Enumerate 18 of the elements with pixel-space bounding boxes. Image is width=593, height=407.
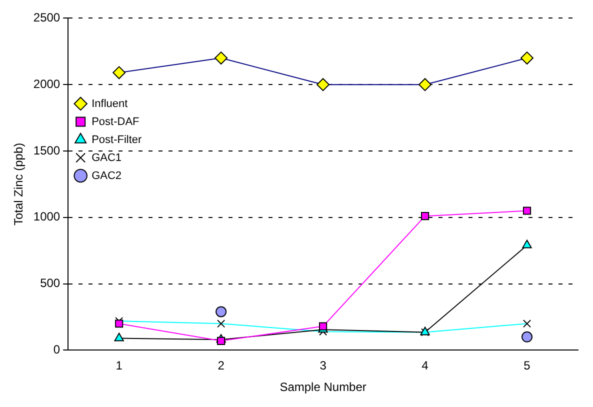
- legend-label: GAC2: [92, 170, 122, 182]
- y-tick-label: 0: [53, 342, 60, 357]
- legend-label: Influent: [92, 98, 128, 110]
- x-tick-label: 3: [320, 358, 327, 373]
- y-tick-label: 500: [40, 276, 60, 290]
- x-tick-label: 1: [116, 358, 123, 373]
- x-tick-label: 4: [422, 358, 429, 373]
- x-tick-label: 5: [524, 358, 531, 373]
- legend-label: Post-DAF: [92, 116, 140, 128]
- y-tick-label: 2500: [33, 10, 60, 25]
- y-tick-label: 2000: [33, 76, 60, 91]
- x-axis-title: Sample Number: [280, 380, 366, 394]
- legend-label: GAC1: [92, 152, 122, 164]
- y-tick-label: 1500: [33, 143, 60, 158]
- y-tick-label: 1000: [33, 210, 60, 224]
- legend-label: Post-Filter: [92, 134, 142, 146]
- x-tick-label: 2: [218, 358, 225, 373]
- y-axis-title: Total Zinc (ppb): [12, 142, 26, 226]
